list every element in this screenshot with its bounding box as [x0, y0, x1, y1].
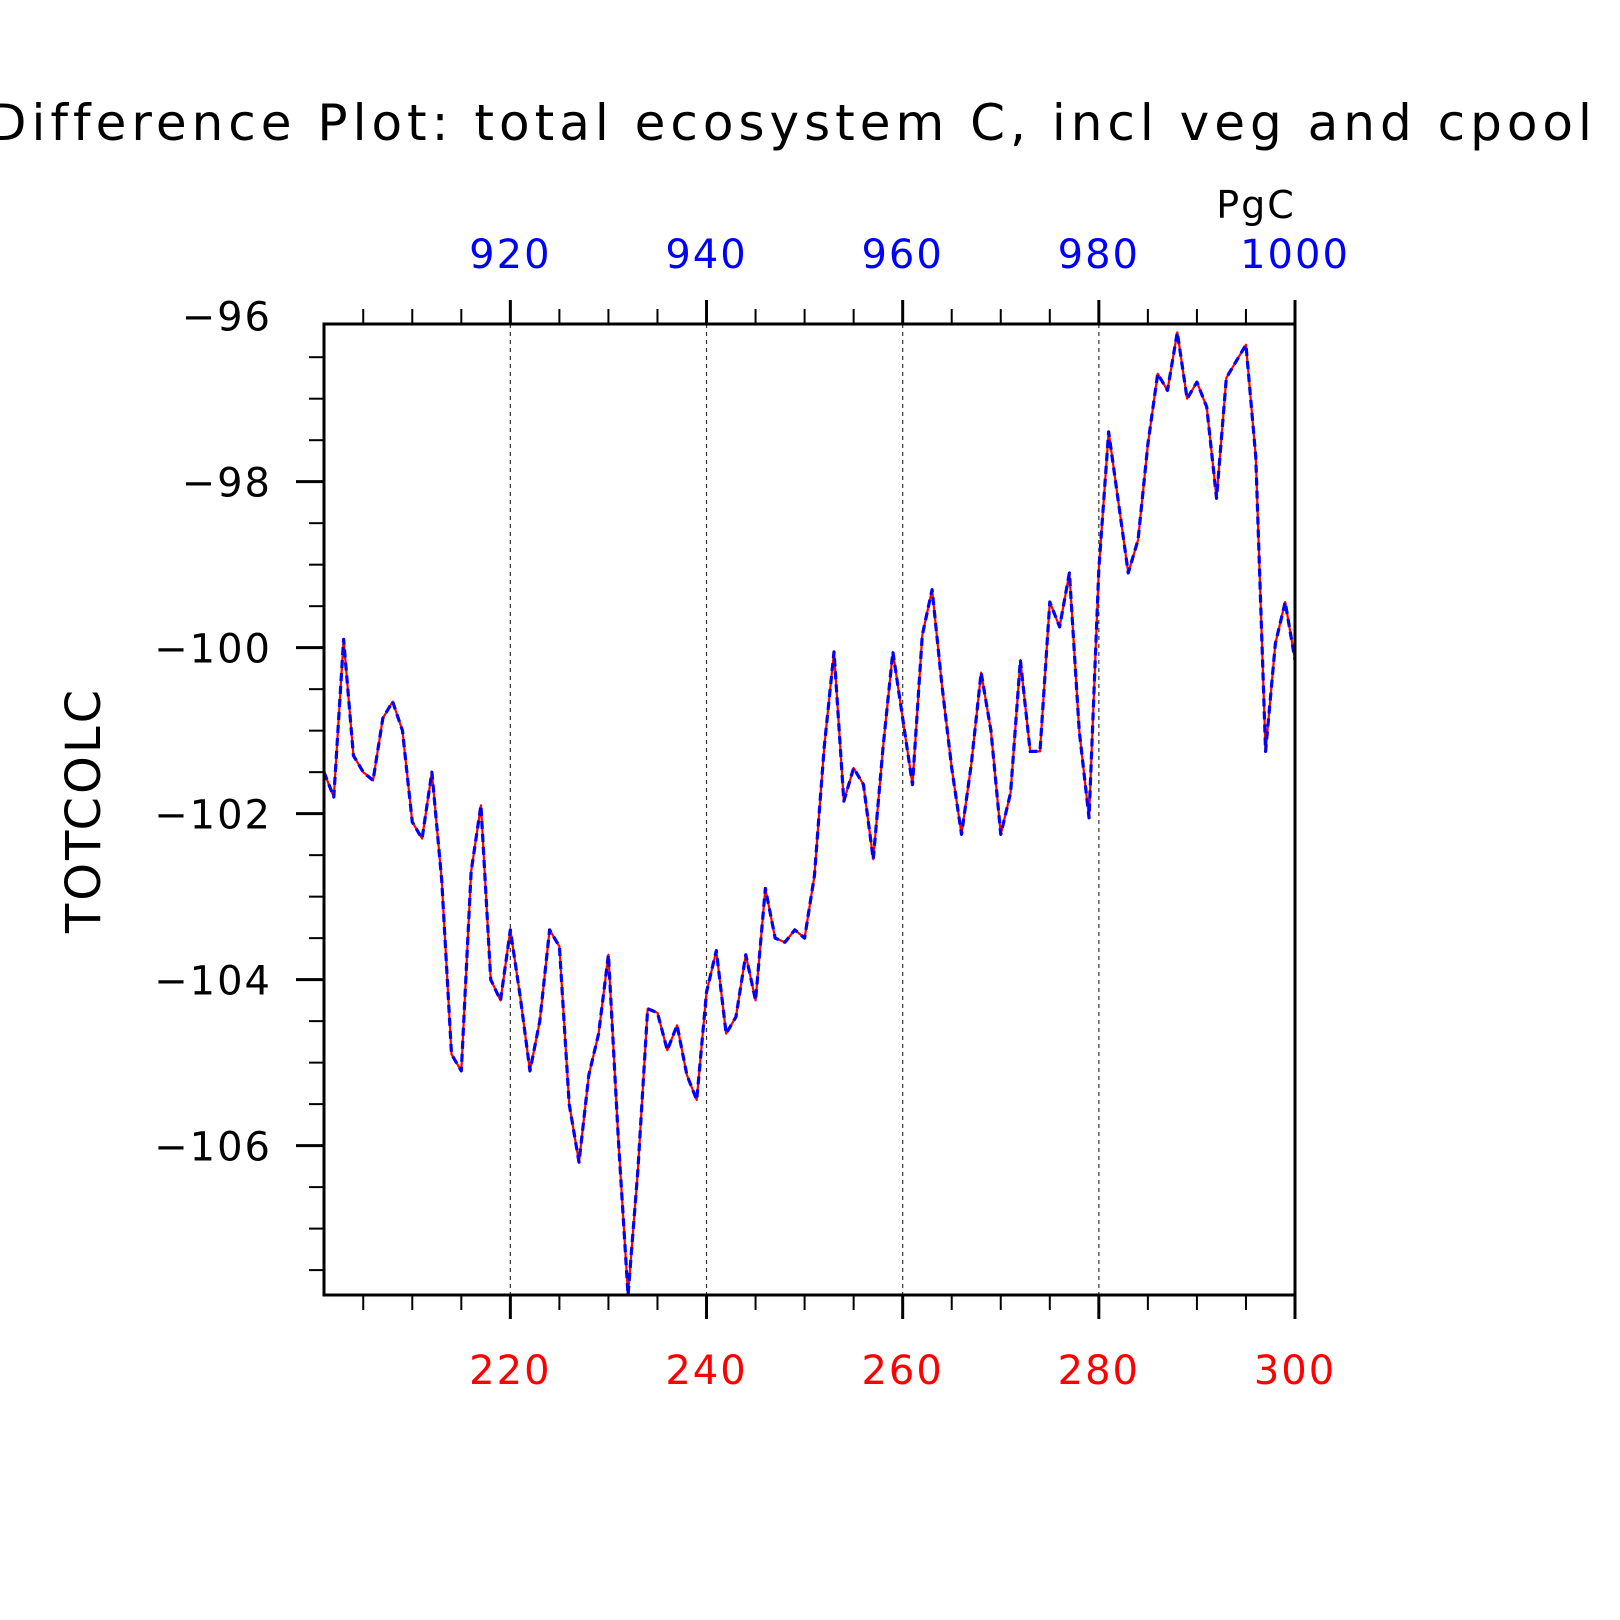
- x-bottom-tick-label: 260: [861, 1348, 943, 1394]
- y-tick-label: −106: [154, 1125, 272, 1171]
- x-bottom-tick-label: 240: [665, 1348, 747, 1394]
- tick-labels: 220 240 260 280 300 920 940 960 980 1000 −96 −98 −10…: [154, 232, 1350, 1394]
- y-tick-label: −104: [154, 959, 272, 1005]
- axis-ticks: [296, 300, 1297, 1319]
- x-bottom-tick-label: 280: [1058, 1348, 1140, 1394]
- y-axis-label: TOTCOLC: [56, 687, 112, 934]
- x-top-tick-label: 980: [1058, 232, 1140, 278]
- units-label: PgC: [1216, 183, 1296, 227]
- series-line-blue-dashed: [322, 330, 1297, 1297]
- y-tick-label: −102: [154, 793, 272, 839]
- y-tick-label: −98: [182, 461, 272, 507]
- grid-lines: [509, 324, 1100, 1295]
- series-line-red-solid: [322, 331, 1297, 1297]
- x-top-tick-label: 960: [861, 232, 943, 278]
- y-tick-label: −96: [182, 295, 272, 341]
- plot-frame: [322, 322, 1297, 1297]
- x-bottom-tick-label: 300: [1254, 1348, 1336, 1394]
- series-lines: [322, 330, 1297, 1297]
- y-tick-label: −100: [154, 627, 272, 673]
- chart-title: Difference Plot: total ecosystem C, incl…: [0, 94, 1597, 152]
- x-top-tick-label: 920: [469, 232, 551, 278]
- x-bottom-tick-label: 220: [469, 1348, 551, 1394]
- x-top-tick-label: 1000: [1240, 232, 1350, 278]
- x-top-tick-label: 940: [665, 232, 747, 278]
